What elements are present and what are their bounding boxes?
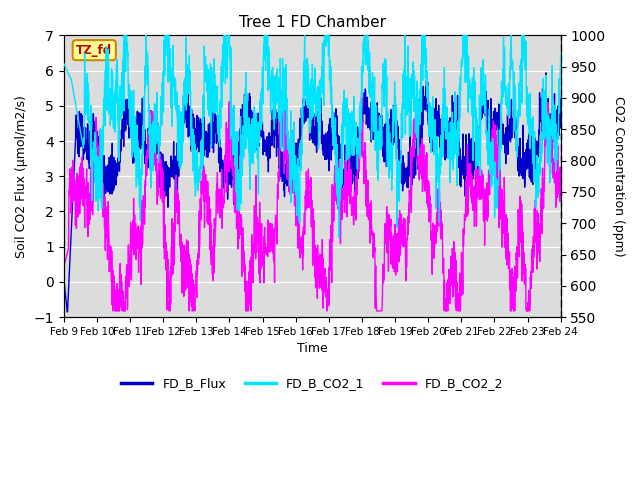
Legend: FD_B_Flux, FD_B_CO2_1, FD_B_CO2_2: FD_B_Flux, FD_B_CO2_1, FD_B_CO2_2 bbox=[116, 372, 508, 396]
Title: Tree 1 FD Chamber: Tree 1 FD Chamber bbox=[239, 15, 386, 30]
Y-axis label: Soil CO2 Flux (μmol/m2/s): Soil CO2 Flux (μmol/m2/s) bbox=[15, 95, 28, 258]
Text: TZ_fd: TZ_fd bbox=[76, 44, 113, 57]
X-axis label: Time: Time bbox=[297, 342, 328, 356]
Y-axis label: CO2 Concentration (ppm): CO2 Concentration (ppm) bbox=[612, 96, 625, 257]
